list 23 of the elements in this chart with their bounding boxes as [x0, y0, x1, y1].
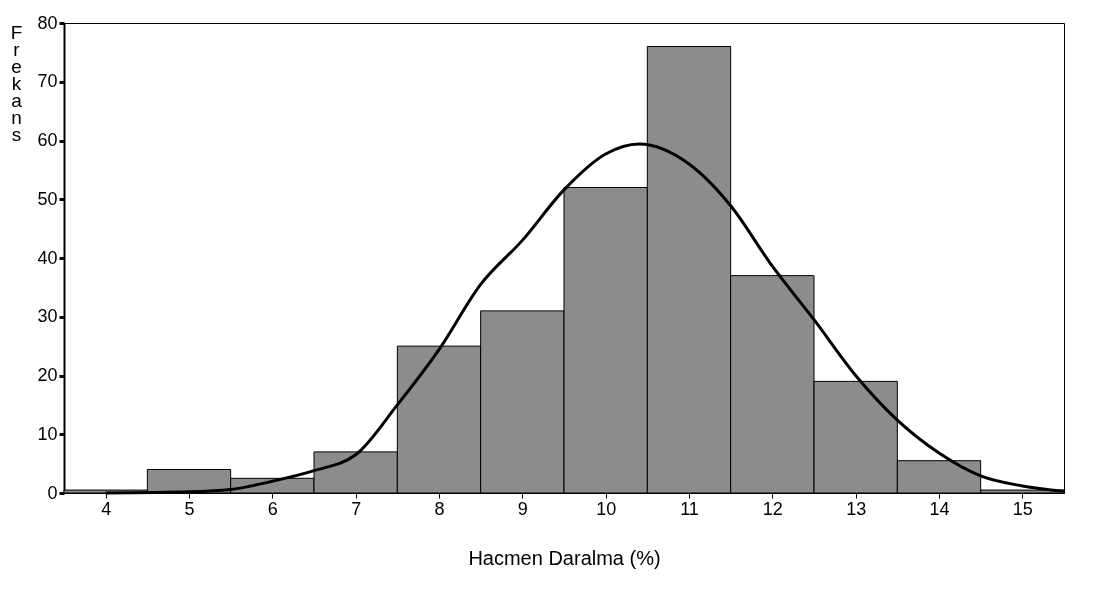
y-tick-label: 80	[37, 12, 58, 33]
y-tick-label: 70	[37, 71, 58, 92]
x-tick-label: 15	[1012, 498, 1033, 519]
x-tick-label: 8	[434, 498, 445, 519]
y-tick-label: 40	[37, 247, 58, 268]
x-tick-label: 5	[184, 498, 195, 519]
y-tick-label: 0	[47, 482, 58, 503]
y-tick-label: 60	[37, 130, 58, 150]
x-tick-label: 10	[596, 498, 617, 519]
y-tick-label: 50	[37, 188, 58, 209]
x-tick-label: 7	[351, 498, 362, 519]
x-tick-label: 11	[680, 498, 699, 519]
y-tick-label: 10	[37, 423, 58, 444]
x-tick-label: 13	[846, 498, 867, 519]
x-tick-label: 4	[101, 498, 112, 519]
y-tick-label: 30	[37, 306, 58, 327]
x-tick-label: 6	[267, 498, 278, 519]
y-tick-label: 20	[37, 365, 58, 385]
y-axis-title: Frekans	[10, 21, 23, 145]
x-tick-label: 14	[929, 498, 950, 519]
x-axis-title: Hacmen Daralma (%)	[468, 546, 661, 569]
x-tick-label: 9	[517, 498, 528, 519]
x-tick-label: 12	[762, 498, 783, 519]
